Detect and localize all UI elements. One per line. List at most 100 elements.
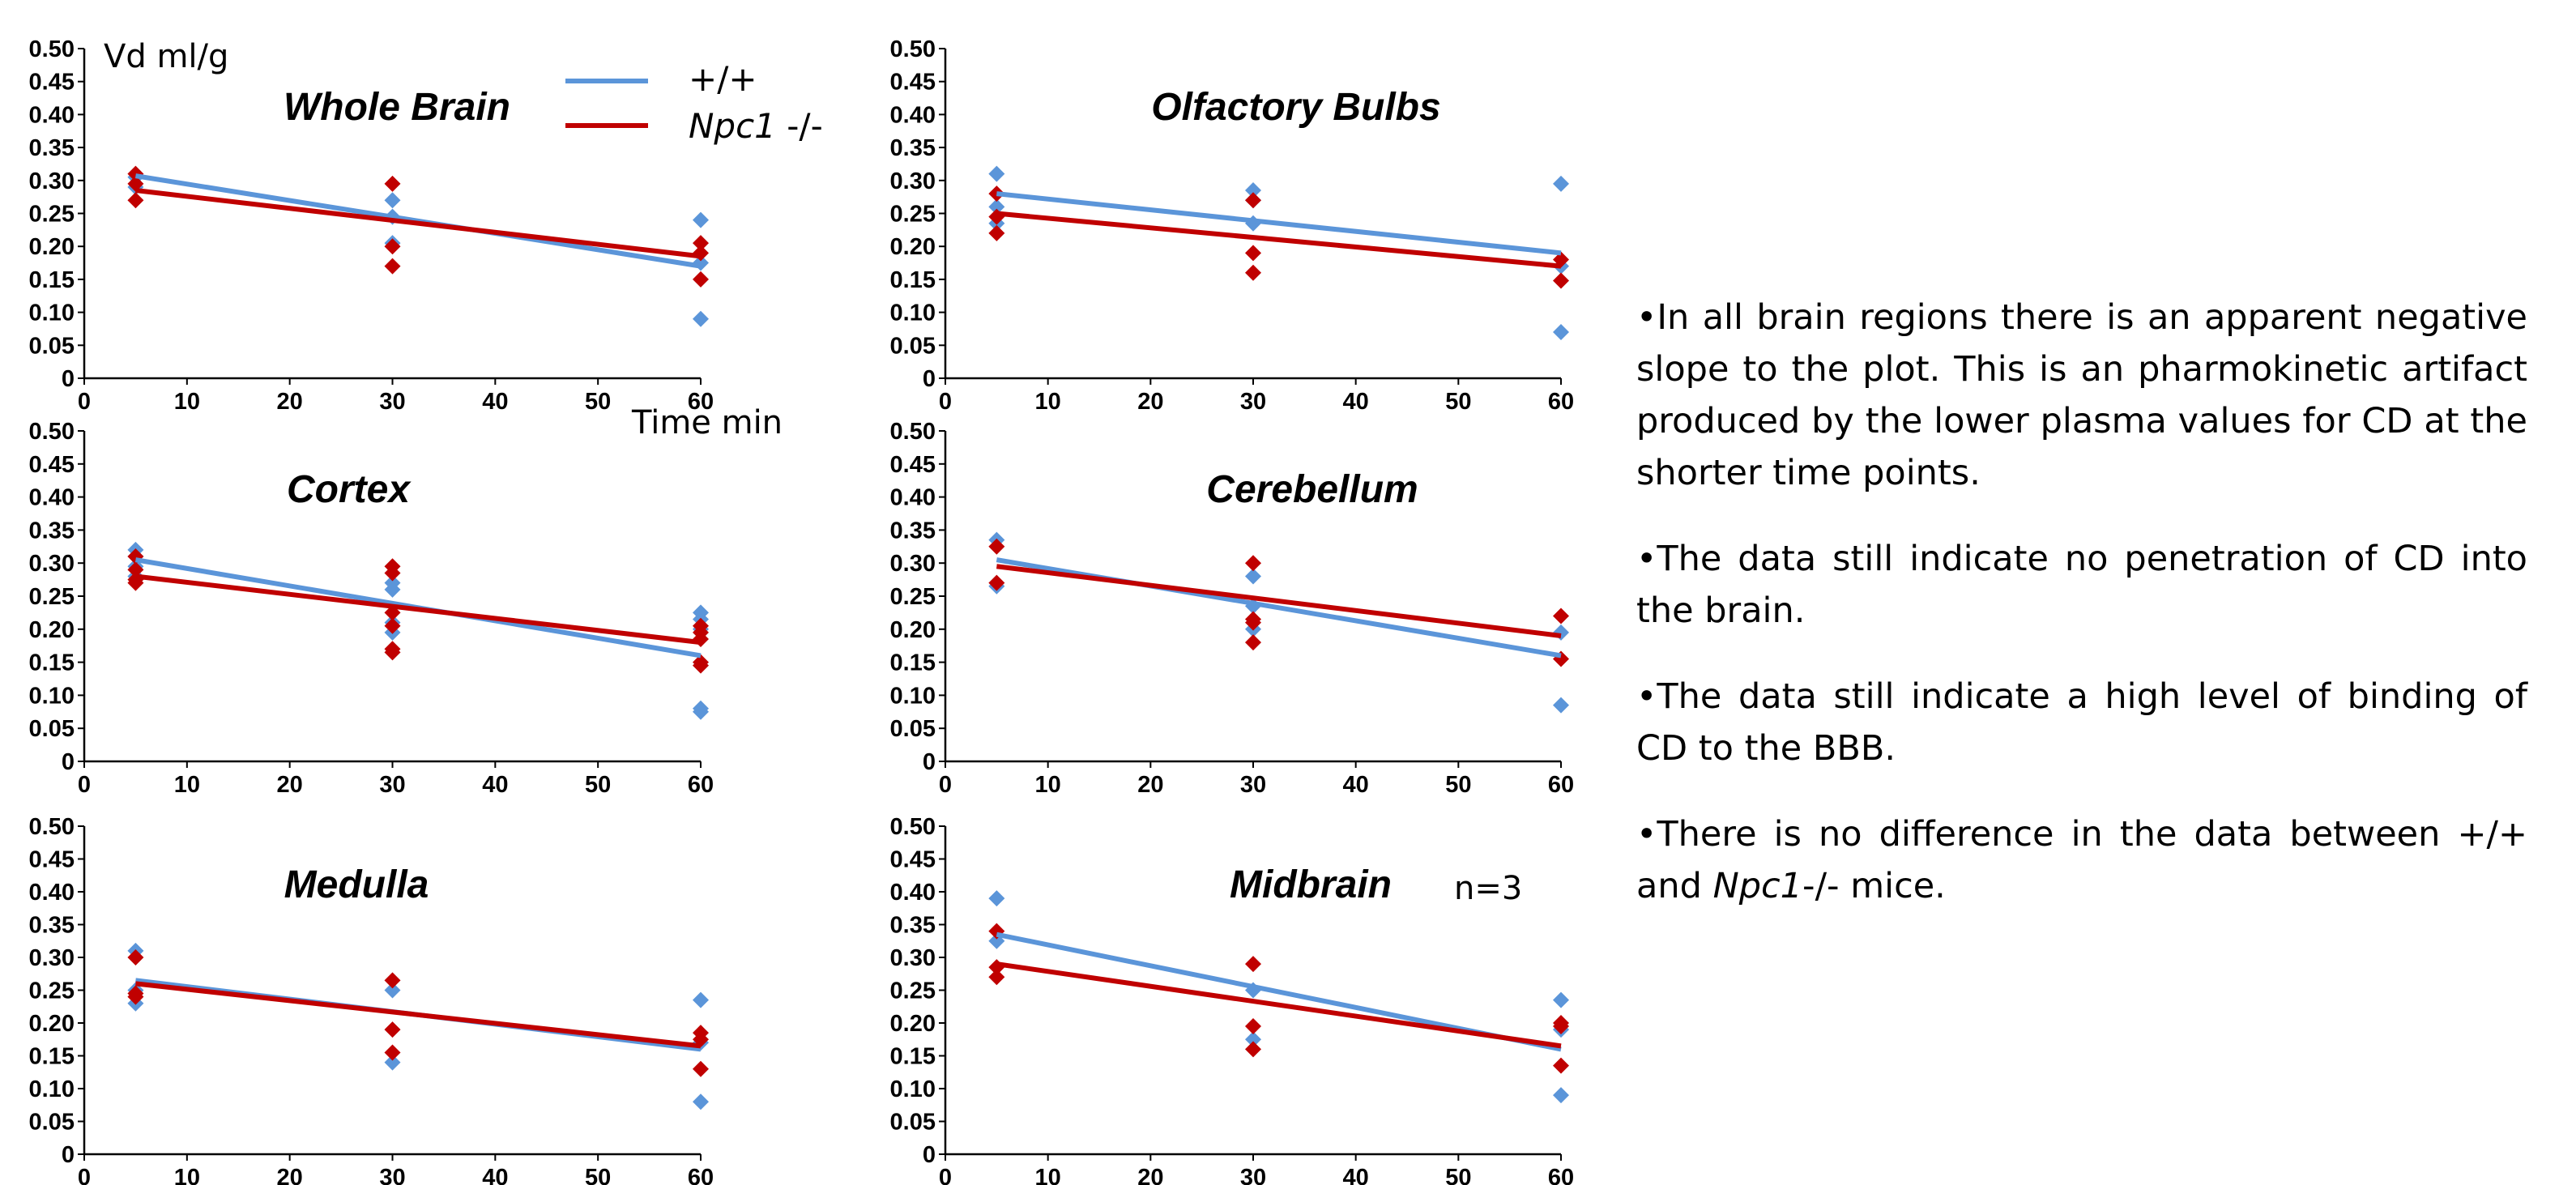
x-tick-label: 30 bbox=[1240, 389, 1266, 415]
y-tick-label: 0.15 bbox=[29, 267, 75, 293]
y-tick-label: 0.05 bbox=[29, 716, 75, 742]
data-point bbox=[127, 561, 144, 578]
panel-title: Medulla bbox=[284, 863, 429, 906]
x-tick-label: 20 bbox=[277, 772, 303, 798]
data-point bbox=[1553, 624, 1569, 641]
data-point bbox=[988, 198, 1005, 215]
series-wt bbox=[127, 942, 709, 1110]
y-tick-label: 0.40 bbox=[890, 485, 936, 511]
y-tick-label: 0.05 bbox=[890, 716, 936, 742]
trend-line-wt bbox=[996, 557, 1562, 659]
x-tick-label: 0 bbox=[939, 772, 952, 798]
y-tick-label: 0 bbox=[923, 366, 936, 392]
y-tick-label: 0.15 bbox=[890, 650, 936, 676]
y-tick-label: 0.25 bbox=[890, 202, 936, 228]
x-tick-label: 60 bbox=[1548, 389, 1574, 415]
data-point bbox=[1553, 324, 1569, 341]
x-tick-label: 30 bbox=[379, 772, 405, 798]
panel-olfactory-bulbs: 0 0.05 0.10 0.15 0.20 0.25 0.30 0.35 0.40 0.45 0.5… bbox=[890, 36, 1575, 415]
y-tick-label: 0.45 bbox=[29, 847, 75, 873]
data-point bbox=[384, 982, 401, 999]
x-tick-label: 60 bbox=[688, 772, 714, 798]
y-tick-label: 0.20 bbox=[890, 234, 936, 260]
series-wt bbox=[988, 165, 1569, 341]
data-point bbox=[988, 574, 1005, 591]
panel-medulla: 0 0.05 0.10 0.15 0.20 0.25 0.30 0.35 0.40 0.45 0.5… bbox=[29, 814, 714, 1185]
panel-title: Olfactory Bulbs bbox=[1151, 86, 1440, 129]
y-tick-label: 0.30 bbox=[890, 945, 936, 971]
panel-title: Whole Brain bbox=[284, 86, 510, 129]
x-tick-label: 50 bbox=[1445, 1165, 1471, 1185]
data-point bbox=[693, 271, 709, 288]
y-tick-label: 0.45 bbox=[29, 452, 75, 478]
data-point bbox=[1553, 697, 1569, 714]
y-tick-label: 0.35 bbox=[29, 518, 75, 543]
notes-panel: •In all brain regions there is an appare… bbox=[1636, 292, 2527, 946]
data-point bbox=[988, 224, 1005, 241]
x-tick-label: 50 bbox=[1445, 772, 1471, 798]
y-tick-label: 0.10 bbox=[29, 301, 75, 326]
data-point bbox=[1553, 1057, 1569, 1074]
data-point bbox=[127, 175, 144, 192]
y-tick-label: 0.05 bbox=[890, 333, 936, 359]
y-tick-label: 0.20 bbox=[29, 617, 75, 643]
y-tick-label: 0.40 bbox=[29, 102, 75, 128]
y-tick-label: 0.50 bbox=[29, 814, 75, 840]
data-point bbox=[1245, 568, 1261, 585]
n-note: n=3 bbox=[1454, 870, 1522, 907]
x-tick-label: 10 bbox=[1035, 1165, 1061, 1185]
y-tick-label: 0.20 bbox=[890, 617, 936, 643]
data-point bbox=[988, 538, 1005, 555]
y-tick-label: 0.30 bbox=[29, 945, 75, 971]
trend-line-npc1 bbox=[135, 188, 702, 259]
x-tick-label: 0 bbox=[939, 1165, 952, 1185]
panel-title: Midbrain bbox=[1230, 863, 1392, 906]
panel-title: Cortex bbox=[287, 468, 412, 511]
data-point bbox=[693, 657, 709, 674]
data-point bbox=[1245, 555, 1261, 572]
data-point bbox=[384, 1021, 401, 1038]
note-1: •In all brain regions there is an appare… bbox=[1636, 297, 2527, 493]
y-tick-label: 0.10 bbox=[890, 1076, 936, 1102]
x-tick-label: 50 bbox=[585, 772, 611, 798]
y-tick-label: 0.10 bbox=[29, 1076, 75, 1102]
y-tick-label: 0.35 bbox=[29, 135, 75, 161]
x-tick-label: 40 bbox=[1343, 772, 1369, 798]
data-point bbox=[693, 1093, 709, 1110]
data-point bbox=[988, 165, 1005, 182]
data-point bbox=[384, 972, 401, 989]
legend-npc-label: Npc1 -/- bbox=[689, 106, 823, 146]
x-tick-label: 30 bbox=[379, 1165, 405, 1185]
y-tick-label: 0.10 bbox=[29, 683, 75, 709]
y-tick-label: 0.50 bbox=[890, 36, 936, 62]
y-tick-label: 0.30 bbox=[890, 551, 936, 577]
note-2: •The data still indicate no penetration … bbox=[1636, 539, 2527, 631]
data-point bbox=[693, 235, 709, 252]
x-tick-label: 10 bbox=[174, 389, 200, 415]
series-npc1 bbox=[127, 548, 709, 674]
series-npc1 bbox=[127, 949, 709, 1077]
data-point bbox=[1245, 245, 1261, 262]
y-tick-label: 0 bbox=[923, 749, 936, 775]
y-tick-label: 0.15 bbox=[29, 1044, 75, 1070]
y-tick-label: 0.35 bbox=[29, 913, 75, 939]
y-tick-label: 0 bbox=[923, 1142, 936, 1168]
x-tick-label: 10 bbox=[174, 772, 200, 798]
y-tick-label: 0.15 bbox=[890, 267, 936, 293]
panel-whole-brain: 0 0.05 0.10 0.15 0.20 0.25 0.30 0.35 0.40 0.45 0.5… bbox=[29, 36, 714, 415]
trend-line-npc1 bbox=[135, 573, 702, 646]
x-tick-label: 20 bbox=[1137, 772, 1163, 798]
data-point bbox=[1553, 272, 1569, 289]
data-point bbox=[384, 644, 401, 661]
data-point bbox=[127, 192, 144, 209]
data-point bbox=[127, 988, 144, 1005]
data-point bbox=[693, 211, 709, 228]
y-tick-label: 0.10 bbox=[890, 301, 936, 326]
y-tick-label: 0.50 bbox=[890, 814, 936, 840]
y-tick-label: 0.40 bbox=[29, 880, 75, 906]
x-tick-label: 30 bbox=[379, 389, 405, 415]
data-point bbox=[384, 617, 401, 634]
note-4-a: •There is no difference in the data betw… bbox=[1636, 814, 2527, 906]
note-4-italic: Npc1 bbox=[1712, 866, 1803, 906]
